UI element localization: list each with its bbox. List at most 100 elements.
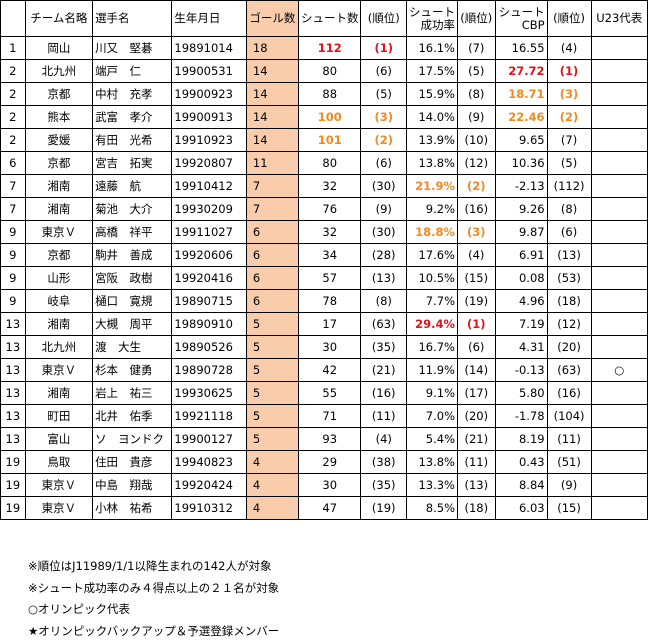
goals-cell: 14 — [245, 59, 299, 83]
cbp-rank-cell: (16) — [546, 381, 592, 405]
birthdate-cell: 19911027 — [171, 220, 247, 244]
rate-rank-cell: (21) — [457, 427, 496, 451]
shots-rank-cell: (28) — [360, 243, 407, 267]
rate-rank-cell: (4) — [457, 243, 496, 267]
birthdate-cell: 19910312 — [171, 496, 247, 520]
goals-cell: 4 — [245, 496, 299, 520]
player-name-cell: 中村 充孝 — [92, 82, 173, 106]
rate-rank-cell: (3) — [457, 220, 496, 244]
shots-cell: 32 — [297, 174, 362, 198]
shots-cell: 76 — [297, 197, 362, 221]
rate-rank-cell: (20) — [457, 404, 496, 428]
shots-rank-cell: (35) — [360, 335, 407, 359]
shot-rate-cell: 18.8% — [406, 220, 458, 244]
player-stats-table: チーム名略 選手名 生年月日 ゴール数 シュート数 (順位) シュート 成功率 (順位) シュート… — [0, 0, 648, 520]
shot-cbp-cell: 9.65 — [494, 128, 548, 152]
cbp-rank-cell: (13) — [546, 243, 592, 267]
team-cell: 富山 — [24, 427, 94, 451]
rate-rank-cell: (12) — [457, 151, 496, 175]
table-row: 19 東京Ｖ 小林 祐希 19910312 4 47 (19) 8.5% (18) 6.03 (15… — [0, 496, 648, 520]
cbp-rank-cell: (5) — [546, 151, 592, 175]
table-row: 13 町田 北井 佑季 19921118 5 71 (11) 7.0% (20) -1.78 (10… — [0, 404, 648, 428]
shots-cell: 34 — [297, 243, 362, 267]
rank-cell: 13 — [0, 404, 26, 428]
shot-cbp-cell: 0.43 — [494, 450, 548, 474]
header-shots: シュート数 — [297, 0, 362, 37]
birthdate-cell: 19940823 — [171, 450, 247, 474]
table-row: 2 愛媛 有田 光希 19910923 14 101 (2) 13.9% (10) 9.65 (7) — [0, 128, 648, 152]
birthdate-cell: 19900923 — [171, 82, 247, 106]
shot-cbp-cell: 10.36 — [494, 151, 548, 175]
table-row: 6 京都 宮吉 拓実 19920807 11 80 (6) 13.8% (12) 10.36 (5) — [0, 151, 648, 175]
u23-cell — [590, 312, 648, 336]
team-cell: 東京Ｖ — [24, 220, 94, 244]
table-row: 9 山形 宮阪 政樹 19920416 6 57 (13) 10.5% (15) 0.08 (53) — [0, 266, 648, 290]
shot-rate-cell: 13.8% — [406, 450, 458, 474]
rank-cell: 7 — [0, 197, 26, 221]
goals-cell: 14 — [245, 128, 299, 152]
team-cell: 京都 — [24, 151, 94, 175]
header-shot-cbp: シュート CBP — [494, 0, 548, 37]
shots-rank-cell: (5) — [360, 82, 407, 106]
birthdate-cell: 19920424 — [171, 473, 247, 497]
u23-cell — [590, 220, 648, 244]
team-cell: 愛媛 — [24, 128, 94, 152]
player-name-cell: ソ ヨンドク — [92, 427, 173, 451]
shots-rank-cell: (30) — [360, 220, 407, 244]
goals-cell: 6 — [245, 220, 299, 244]
table-row: 2 京都 中村 充孝 19900923 14 88 (5) 15.9% (8) 18.71 (3) — [0, 82, 648, 106]
u23-cell: ○ — [590, 358, 648, 382]
shots-rank-cell: (30) — [360, 174, 407, 198]
shots-rank-cell: (2) — [360, 128, 407, 152]
table-row: 2 北九州 端戸 仁 19900531 14 80 (6) 17.5% (5) 27.72 (1) — [0, 59, 648, 83]
shot-rate-cell: 13.3% — [406, 473, 458, 497]
cbp-rank-cell: (12) — [546, 312, 592, 336]
rank-cell: 2 — [0, 82, 26, 106]
player-name-cell: 菊池 大介 — [92, 197, 173, 221]
cbp-rank-cell: (4) — [546, 36, 592, 60]
player-name-cell: 中島 翔哉 — [92, 473, 173, 497]
player-name-cell: 小林 祐希 — [92, 496, 173, 520]
rate-rank-cell: (19) — [457, 289, 496, 313]
goals-cell: 5 — [245, 381, 299, 405]
cbp-rank-cell: (6) — [546, 220, 592, 244]
team-cell: 北九州 — [24, 59, 94, 83]
player-name-cell: 遠藤 航 — [92, 174, 173, 198]
shot-cbp-cell: 4.96 — [494, 289, 548, 313]
shots-rank-cell: (8) — [360, 289, 407, 313]
shots-cell: 100 — [297, 105, 362, 129]
player-name-cell: 宮阪 政樹 — [92, 266, 173, 290]
shot-cbp-cell: 4.31 — [494, 335, 548, 359]
goals-cell: 4 — [245, 473, 299, 497]
shots-rank-cell: (9) — [360, 197, 407, 221]
rank-cell: 9 — [0, 289, 26, 313]
shot-cbp-cell: 5.80 — [494, 381, 548, 405]
shot-rate-cell: 14.0% — [406, 105, 458, 129]
team-cell: 東京Ｖ — [24, 496, 94, 520]
goals-cell: 5 — [245, 358, 299, 382]
header-shot-rate: シュート 成功率 — [406, 0, 458, 37]
shot-cbp-cell: 8.84 — [494, 473, 548, 497]
goals-cell: 5 — [245, 335, 299, 359]
header-rank — [0, 0, 26, 37]
footnote-rank-scope: ※順位はJ11989/1/1以降生まれの142人が対象 — [28, 559, 272, 573]
table-row: 13 湘南 大槻 周平 19890910 5 17 (63) 29.4% (1) 7.19 (12) — [0, 312, 648, 336]
cbp-rank-cell: (1) — [546, 59, 592, 83]
header-cbp-rank: (順位) — [546, 0, 592, 37]
header-player: 選手名 — [92, 0, 173, 37]
goals-cell: 6 — [245, 289, 299, 313]
shot-cbp-cell: -2.13 — [494, 174, 548, 198]
u23-cell — [590, 128, 648, 152]
header-rate-rank: (順位) — [457, 0, 496, 37]
team-cell: 山形 — [24, 266, 94, 290]
rank-cell: 2 — [0, 105, 26, 129]
cbp-rank-cell: (9) — [546, 473, 592, 497]
shot-rate-cell: 29.4% — [406, 312, 458, 336]
shot-rate-cell: 16.1% — [406, 36, 458, 60]
team-cell: 北九州 — [24, 335, 94, 359]
shots-cell: 30 — [297, 335, 362, 359]
rank-cell: 9 — [0, 220, 26, 244]
u23-cell — [590, 36, 648, 60]
rank-cell: 19 — [0, 473, 26, 497]
shots-cell: 80 — [297, 59, 362, 83]
